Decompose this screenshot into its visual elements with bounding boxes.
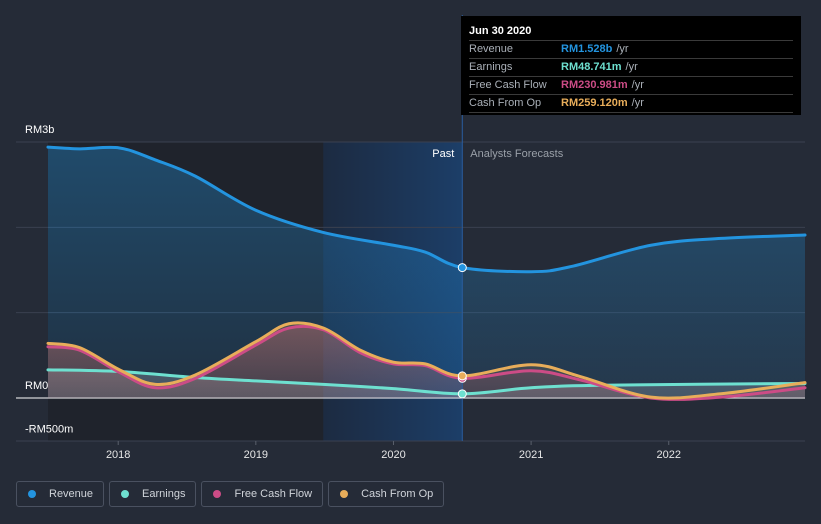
revenue-marker xyxy=(457,263,467,273)
tooltip-row-cash-from-op: Cash From Op RM259.120m /yr xyxy=(469,95,793,113)
legend-item-free-cash-flow[interactable]: Free Cash Flow xyxy=(201,481,324,507)
legend-label: Earnings xyxy=(142,488,186,500)
x-tick-label: 2018 xyxy=(106,449,130,461)
revenue-dot-icon xyxy=(28,490,36,498)
revenue-area xyxy=(48,147,805,398)
legend: Revenue Earnings Free Cash Flow Cash Fro… xyxy=(16,481,445,507)
tooltip-unit: /yr xyxy=(625,61,638,73)
x-tick-label: 2022 xyxy=(656,449,680,461)
tooltip-row-free-cash-flow: Free Cash Flow RM230.981m /yr xyxy=(469,77,793,95)
tooltip-unit: /yr xyxy=(631,97,644,109)
x-tick-label: 2021 xyxy=(519,449,543,461)
earnings-marker xyxy=(457,389,467,399)
cash-from-op-marker xyxy=(457,371,467,381)
free-cash-flow-line xyxy=(46,324,807,401)
legend-label: Cash From Op xyxy=(361,488,434,500)
tooltip-label: Free Cash Flow xyxy=(469,79,547,91)
tooltip-date: Jun 30 2020 xyxy=(469,24,793,41)
y-tick-label: -RM500m xyxy=(25,424,73,436)
tooltip-label: Revenue xyxy=(469,43,514,55)
legend-item-cash-from-op[interactable]: Cash From Op xyxy=(328,481,445,507)
x-tick-label: 2019 xyxy=(244,449,268,461)
legend-item-earnings[interactable]: Earnings xyxy=(109,481,197,507)
y-tick-label: RM0 xyxy=(25,380,48,392)
legend-label: Revenue xyxy=(49,488,94,500)
forecast-label: Analysts Forecasts xyxy=(470,148,563,160)
tooltip-unit: /yr xyxy=(631,79,644,91)
free-cash-flow-dot-icon xyxy=(213,490,222,498)
tooltip-value: RM259.120m xyxy=(561,97,628,109)
cash-from-op-dot-icon xyxy=(340,490,349,498)
earnings-dot-icon xyxy=(121,490,130,498)
tooltip-value: RM1.528b xyxy=(561,43,613,55)
tooltip-row-revenue: Revenue RM1.528b /yr xyxy=(469,41,793,59)
revenue-line xyxy=(46,145,807,274)
past-label: Past xyxy=(432,148,454,160)
tooltip-value: RM230.981m xyxy=(561,79,628,91)
tooltip-label: Cash From Op xyxy=(469,97,542,109)
legend-label: Free Cash Flow xyxy=(234,488,313,500)
y-tick-label: RM3b xyxy=(25,124,54,136)
tooltip-label: Earnings xyxy=(469,61,513,73)
x-tick-label: 2020 xyxy=(381,449,405,461)
tooltip-unit: /yr xyxy=(616,43,629,55)
tooltip: Jun 30 2020 Revenue RM1.528b /yr Earning… xyxy=(461,16,801,115)
tooltip-value: RM48.741m xyxy=(561,61,622,73)
legend-item-revenue[interactable]: Revenue xyxy=(16,481,105,507)
cash-from-op-line xyxy=(46,321,807,400)
tooltip-row-earnings: Earnings RM48.741m /yr xyxy=(469,59,793,77)
